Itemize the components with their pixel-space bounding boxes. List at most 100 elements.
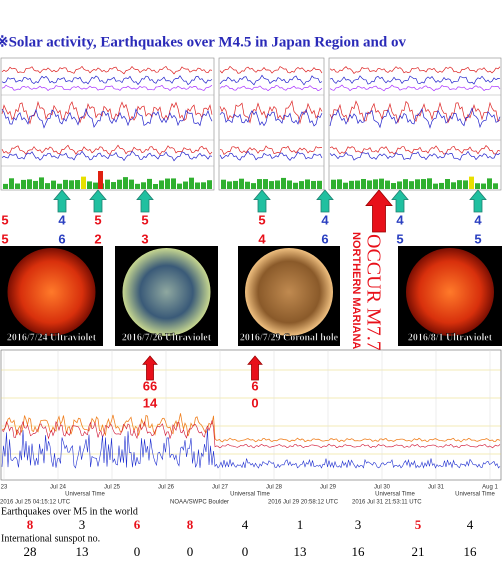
x-axis-label: Aug 1 [482,485,498,491]
arrow [316,189,334,213]
sunspot-count: 0 [134,544,141,559]
chart-line [329,75,501,85]
x-axis-label: Jul 30 [374,485,391,491]
kp-bar [481,183,486,189]
marker-bottom: 6 [321,231,328,246]
sunspot-count: 16 [464,544,478,559]
sun [122,248,211,336]
x-axis-label: Jul 25 [104,485,121,491]
kp-bar [293,182,298,189]
event-text: OCCUR M7.7 [362,234,384,351]
marker-top: 4 [321,212,329,227]
arrow [53,189,71,213]
image-caption: 2016/7/29 Coronal hole [240,332,339,343]
sunspot-count: 13 [294,544,307,559]
kp-bar [81,176,86,189]
kp-bar [159,180,164,189]
kp-bar [269,181,274,189]
chart-line [1,144,213,156]
kp-bar [63,179,68,189]
chart-line [219,150,323,161]
kp-bar [275,180,280,189]
chart-line [219,74,323,86]
stamp: 2016 Jul 31 21:53:11 UTC [352,500,422,506]
kp-bar [343,182,348,189]
xray-electron [1,428,501,469]
chart-line [1,84,213,91]
chart-line [329,107,501,129]
kp-bar [281,177,286,189]
kp-bar [257,179,262,189]
kp-bar [15,183,20,189]
kp-bar [287,180,292,189]
arrow [365,189,393,233]
stamp: NOAA/SWPC Boulder [170,500,229,506]
chart-line [1,107,213,129]
kp-bar [427,178,432,189]
marker-top: 5 [141,212,148,227]
x-axis-label: Jul 24 [50,485,67,491]
chart-line [329,145,501,155]
stamp: 2016 Jul 25 04:15:12 UTC [0,500,71,506]
arrow [89,189,107,213]
kp-bar [135,183,140,189]
kp-bar [403,179,408,189]
kp-bar [9,178,14,189]
kp-bar [57,183,62,189]
kp-bar [165,178,170,189]
x-axis-label: Jul 26 [158,485,175,491]
x-axis-label: Jul 29 [320,485,337,491]
sunspot-label: International sunspot no. [1,533,100,544]
kp-bar [415,179,420,189]
kp-bar [111,182,116,189]
kp-bar [117,179,122,189]
kp-bar [391,183,396,189]
sunspot-count: 16 [352,544,366,559]
lower-bottom: 0 [251,395,258,410]
chart-panel [328,57,502,191]
earthquake-label: Earthquakes over M5 in the world [1,506,138,517]
kp-bar [493,183,498,189]
axis-title: Universal Time [375,492,415,498]
kp-bar [21,179,26,189]
earthquake-count: 4 [242,517,249,532]
marker-bottom: 6 [58,231,65,246]
kp-bar [129,179,134,189]
kp-bar [361,178,366,189]
lower-top: 6 [251,378,258,393]
kp-bar [233,180,238,189]
kp-bar [87,181,92,189]
earthquake-count: 6 [134,517,141,532]
marker-bottom: 3 [141,231,148,246]
earthquake-count: 3 [355,517,362,532]
kp-bar [93,182,98,189]
x-axis-label: Jul 28 [266,485,283,491]
marker-top: 5 [258,212,265,227]
kp-bar [27,179,32,189]
kp-bar [3,183,8,189]
kp-bar [373,179,378,189]
kp-bar [221,179,226,189]
kp-bar [349,180,354,189]
kp-bar [39,177,44,189]
kp-bar [251,183,256,189]
chart-line [219,108,323,127]
chart-line [219,145,323,155]
stamp: 2016 Jul 29 20:58:12 UTC [268,500,339,506]
arrow [253,189,271,213]
kp-bar [475,183,480,189]
kp-bar [367,180,372,189]
kp-bar [201,182,206,189]
kp-bar [355,180,360,189]
sunspot-count: 0 [187,544,194,559]
kp-bar [263,179,268,189]
kp-bar [421,179,426,189]
kp-bar [487,178,492,189]
kp-bar [207,180,212,189]
arrow [142,355,158,381]
chart-line [219,65,323,74]
chart-line [329,150,501,161]
lower-top: 66 [143,378,157,393]
kp-bar [445,179,450,189]
